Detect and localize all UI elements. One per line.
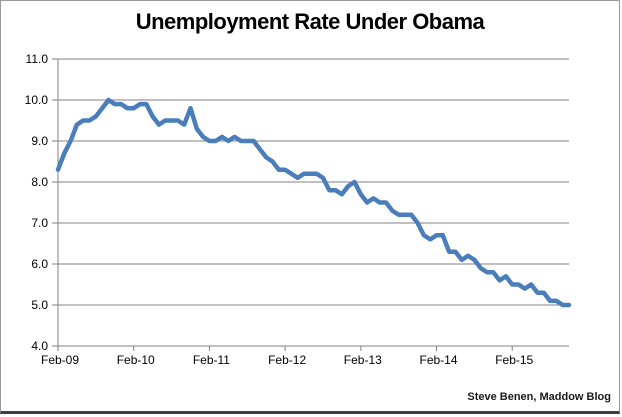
y-tick-label: 5.0	[31, 298, 48, 312]
y-tick-label: 7.0	[31, 216, 48, 230]
y-tick-label: 10.0	[25, 93, 49, 107]
attribution-text: Steve Benen, Maddow Blog	[467, 391, 611, 403]
x-tick-label: Feb-15	[495, 353, 533, 367]
x-tick-label: Feb-11	[193, 353, 230, 367]
x-tick-label: Feb-10	[117, 353, 155, 367]
y-tick-label: 4.0	[31, 339, 48, 353]
x-tick-label: Feb-14	[420, 353, 458, 367]
y-tick-label: 6.0	[31, 257, 48, 271]
y-tick-label: 9.0	[31, 134, 48, 148]
x-tick-label: Feb-09	[41, 353, 79, 367]
x-tick-label: Feb-12	[268, 353, 306, 367]
y-tick-label: 11.0	[26, 52, 49, 66]
y-tick-label: 8.0	[31, 175, 48, 189]
unemployment-rate-line	[55, 97, 572, 308]
x-tick-label: Feb-13	[344, 353, 382, 367]
chart-title: Unemployment Rate Under Obama	[135, 9, 485, 34]
